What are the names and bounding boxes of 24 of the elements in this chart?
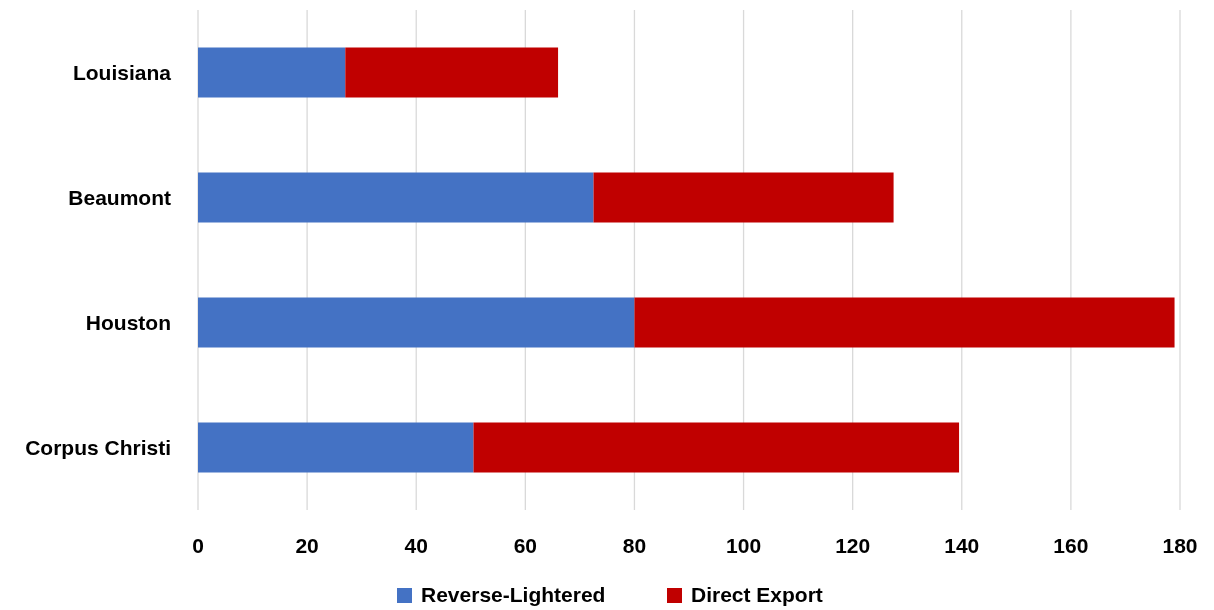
bar (634, 297, 1175, 348)
bar (473, 422, 960, 473)
x-tick-label: 0 (192, 534, 204, 557)
bar (198, 172, 594, 223)
x-tick-label: 100 (726, 534, 762, 557)
legend-label: Direct Export (691, 583, 823, 606)
legend-label: Reverse-Lightered (421, 583, 606, 606)
x-tick-label: 20 (295, 534, 319, 557)
x-tick-label: 40 (404, 534, 428, 557)
x-tick-label: 120 (835, 534, 871, 557)
y-tick-label: Louisiana (72, 60, 172, 84)
x-tick-label: 160 (1053, 534, 1089, 557)
x-tick-label: 80 (622, 534, 647, 557)
y-tick-label: Corpus Christi (25, 435, 171, 459)
y-tick-label: Houston (85, 310, 171, 334)
x-tick-label: 180 (1162, 534, 1198, 557)
x-tick-label: 60 (513, 534, 538, 557)
bar (593, 172, 894, 223)
bar (198, 422, 474, 473)
bar (345, 47, 559, 98)
y-tick-label: Beaumont (68, 185, 171, 209)
x-tick-label: 140 (944, 534, 980, 557)
bar (198, 47, 346, 98)
bar (198, 297, 635, 348)
